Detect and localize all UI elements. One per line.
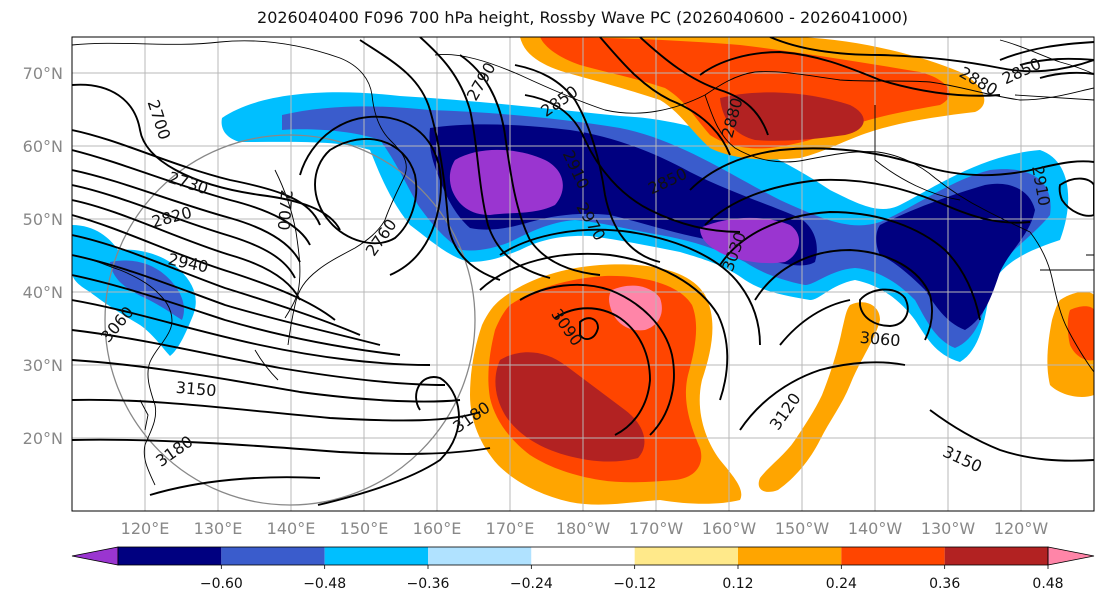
lat-label: 30°N bbox=[23, 356, 63, 375]
lon-label: 130°W bbox=[921, 519, 976, 538]
lat-label: 20°N bbox=[23, 429, 63, 448]
lon-label: 120°W bbox=[994, 519, 1049, 538]
colorbar-segment bbox=[324, 547, 428, 565]
graticule bbox=[72, 37, 1094, 511]
colorbar-tick-label: −0.60 bbox=[200, 576, 243, 592]
latitude-labels: 70°N 60°N 50°N 40°N 30°N 20°N bbox=[23, 64, 63, 448]
colorbar-tick-label: −0.12 bbox=[613, 576, 656, 592]
lon-label: 130°E bbox=[194, 519, 243, 538]
lon-label: 180°W bbox=[556, 519, 611, 538]
colorbar-extend-right bbox=[1047, 546, 1095, 566]
colorbar-segment bbox=[841, 547, 945, 565]
lat-label: 40°N bbox=[23, 283, 63, 302]
colorbar-tick-label: −0.48 bbox=[303, 576, 346, 592]
colorbar-segment bbox=[221, 547, 325, 565]
pos-region-red-far-east bbox=[1067, 306, 1094, 361]
lon-label: 150°W bbox=[775, 519, 830, 538]
lon-label: 160°E bbox=[413, 519, 462, 538]
colorbar-tick-label: −0.24 bbox=[510, 576, 553, 592]
colorbar bbox=[71, 546, 1095, 566]
pos-region-darkred-north bbox=[720, 92, 864, 141]
colorbar-outline bbox=[117, 546, 1049, 566]
lon-label: 140°W bbox=[848, 519, 903, 538]
reference-circle bbox=[104, 134, 476, 506]
lon-label: 140°E bbox=[267, 519, 316, 538]
neg-region-purple-2 bbox=[700, 217, 800, 264]
colorbar-tick-label: 0.24 bbox=[826, 576, 857, 592]
map-title: 2026040400 F096 700 hPa height, Rossby W… bbox=[257, 8, 908, 27]
contour-label: 3150 bbox=[175, 378, 217, 400]
lon-label: 160°W bbox=[702, 519, 757, 538]
shaded-fields bbox=[72, 37, 1094, 511]
colorbar-tick-labels: −0.60 −0.48 −0.36 −0.24 −0.12 0.12 0.24 0.36 0.4… bbox=[200, 565, 1064, 592]
contour-label: 2700 bbox=[274, 189, 296, 231]
coastlines bbox=[72, 39, 1094, 486]
longitude-labels: 120°E 130°E 140°E 150°E 160°E 170°E 180°W 170°W… bbox=[121, 519, 1049, 538]
colorbar-segment bbox=[531, 547, 635, 565]
contour-label: 3060 bbox=[859, 328, 901, 350]
lon-label: 150°E bbox=[340, 519, 389, 538]
pos-region-orange-east bbox=[758, 302, 880, 492]
colorbar-extend-left bbox=[71, 546, 119, 566]
lon-label: 170°E bbox=[486, 519, 535, 538]
neg-region-blue-west bbox=[110, 260, 185, 320]
colorbar-tick-label: 0.48 bbox=[1032, 576, 1063, 592]
colorbar-segment bbox=[944, 547, 1048, 565]
colorbar-segment bbox=[428, 547, 532, 565]
colorbar-tick-label: 0.36 bbox=[929, 576, 960, 592]
lon-label: 170°W bbox=[629, 519, 684, 538]
lon-label: 120°E bbox=[121, 519, 170, 538]
colorbar-segment bbox=[634, 547, 738, 565]
height-contours bbox=[72, 37, 1094, 506]
map-frame bbox=[71, 36, 1095, 512]
colorbar-tick-label: 0.12 bbox=[722, 576, 753, 592]
colorbar-tick-label: −0.36 bbox=[407, 576, 450, 592]
pos-region-darkred-central bbox=[495, 352, 645, 462]
colorbar-segment bbox=[118, 547, 222, 565]
lat-label: 70°N bbox=[23, 64, 63, 83]
lat-label: 60°N bbox=[23, 137, 63, 156]
lat-label: 50°N bbox=[23, 210, 63, 229]
colorbar-segment bbox=[738, 547, 842, 565]
